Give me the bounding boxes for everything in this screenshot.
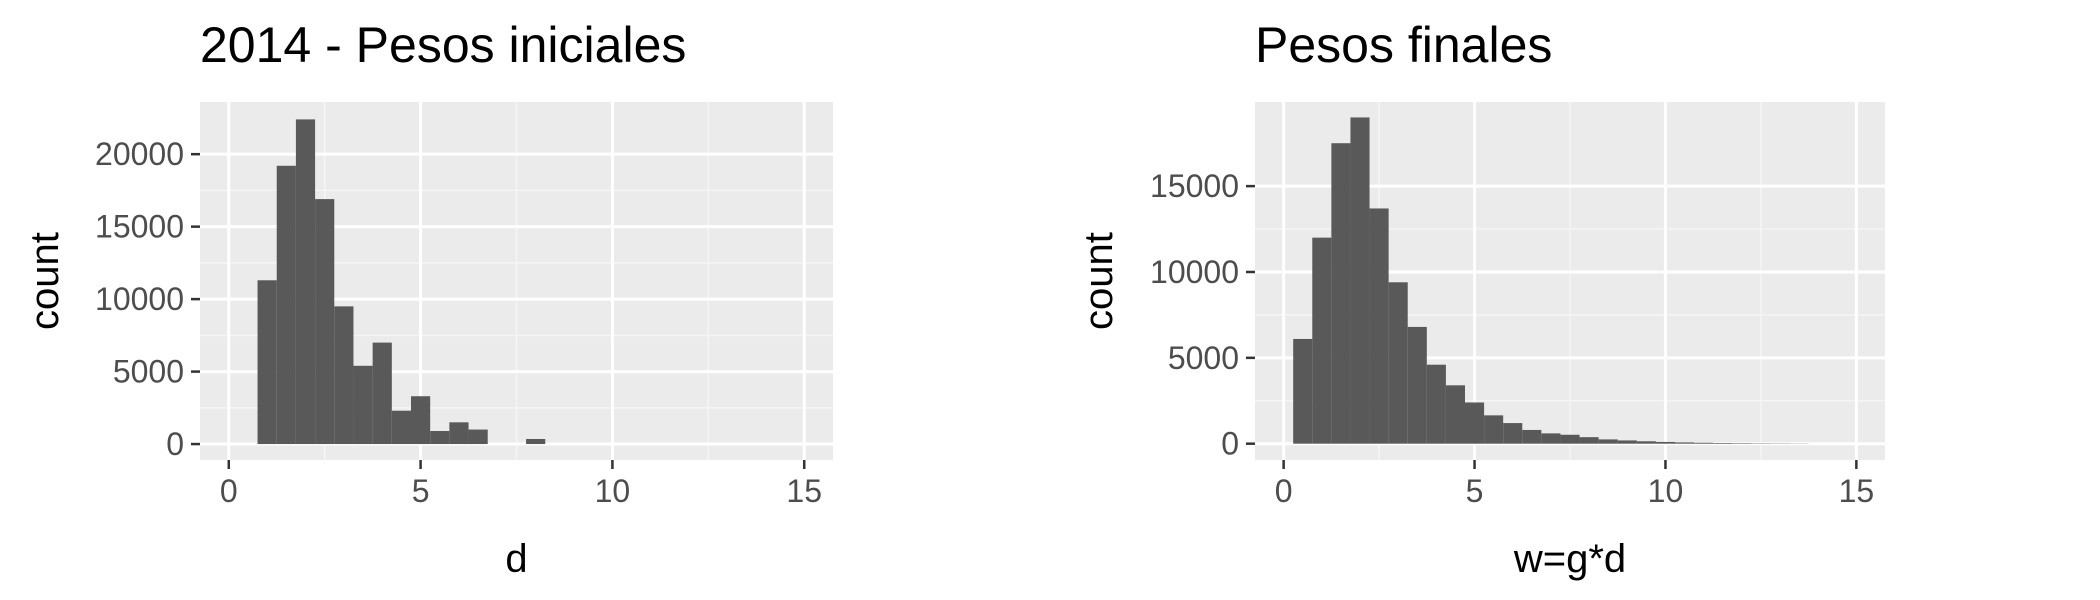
histogram-bar <box>1655 441 1675 444</box>
y-axis-ticks: 0 5000 10000 15000 20000 <box>95 136 200 462</box>
histogram-bar <box>1732 443 1752 444</box>
histogram-bar <box>295 119 316 445</box>
histogram-bar <box>526 438 546 445</box>
x-tick-label: 0 <box>1275 473 1293 509</box>
histogram-bars <box>257 119 546 445</box>
histogram-bar <box>1407 326 1427 444</box>
histogram-bar <box>468 429 488 445</box>
x-tick-label: 15 <box>1839 473 1875 509</box>
histogram-bar <box>1541 433 1561 444</box>
histogram-bar <box>1713 443 1733 444</box>
histogram-bar <box>1331 143 1351 444</box>
histogram-bar <box>1560 434 1580 444</box>
y-tick-label: 0 <box>166 426 184 462</box>
histogram-bar <box>1293 338 1313 444</box>
x-tick-label: 15 <box>786 473 822 509</box>
histogram-bar <box>334 306 354 445</box>
x-tick-label: 10 <box>1648 473 1684 509</box>
histogram-bar <box>391 410 411 445</box>
y-tick-label: 5000 <box>1168 340 1239 376</box>
histogram-bars <box>1293 117 1809 444</box>
histogram-bar <box>1675 442 1695 444</box>
x-tick-label: 5 <box>412 473 430 509</box>
x-tick-label: 0 <box>220 473 238 509</box>
y-tick-label: 0 <box>1221 426 1239 462</box>
histogram-bar <box>1369 208 1389 444</box>
histogram-bar <box>1388 282 1408 444</box>
histogram-bar <box>411 396 431 445</box>
chart-pesos-iniciales: 2014 - Pesos iniciales 0 5 10 15 0 5000 10000… <box>23 17 833 581</box>
chart-title: Pesos finales <box>1255 17 1552 73</box>
histogram-bar <box>449 422 469 445</box>
y-tick-label: 10000 <box>95 281 184 317</box>
x-axis-ticks: 0 5 10 15 <box>1275 460 1874 509</box>
y-tick-label: 15000 <box>1150 168 1239 204</box>
histogram-bar <box>315 199 335 445</box>
histogram-bar <box>1598 439 1618 444</box>
y-axis-ticks: 0 5000 10000 15000 <box>1150 168 1255 462</box>
y-axis-title: count <box>23 232 67 330</box>
histogram-bar <box>1522 429 1542 444</box>
histogram-bar <box>1617 440 1637 444</box>
histogram-bar <box>257 280 277 445</box>
histogram-bar <box>1503 423 1523 444</box>
histogram-bar <box>1694 442 1714 444</box>
histogram-bar <box>1426 364 1446 444</box>
y-tick-label: 15000 <box>95 209 184 245</box>
y-tick-label: 10000 <box>1150 254 1239 290</box>
y-axis-title: count <box>1077 232 1121 330</box>
histogram-bar <box>1579 437 1599 444</box>
histogram-bar <box>1484 415 1504 444</box>
histogram-bar <box>430 431 450 445</box>
histogram-bar <box>1465 402 1485 444</box>
x-tick-label: 5 <box>1466 473 1484 509</box>
histogram-bar <box>372 342 392 445</box>
x-axis-ticks: 0 5 10 15 <box>220 460 822 509</box>
histogram-bar <box>1445 385 1465 444</box>
x-tick-label: 10 <box>595 473 631 509</box>
histogram-bar <box>353 365 373 445</box>
x-axis-title: w=g*d <box>1513 537 1626 581</box>
chart-title: 2014 - Pesos iniciales <box>200 17 686 73</box>
x-axis-title: d <box>505 537 527 581</box>
histogram-bar <box>276 165 296 445</box>
histogram-bar <box>1636 441 1656 444</box>
y-tick-label: 5000 <box>113 354 184 390</box>
histogram-bar <box>1350 117 1370 444</box>
chart-pesos-finales: Pesos finales 0 5 10 15 0 5000 10000 15000 w=g… <box>1077 17 1885 581</box>
major-gridlines <box>1255 102 1885 460</box>
y-tick-label: 20000 <box>95 136 184 172</box>
histogram-bar <box>1312 237 1332 444</box>
